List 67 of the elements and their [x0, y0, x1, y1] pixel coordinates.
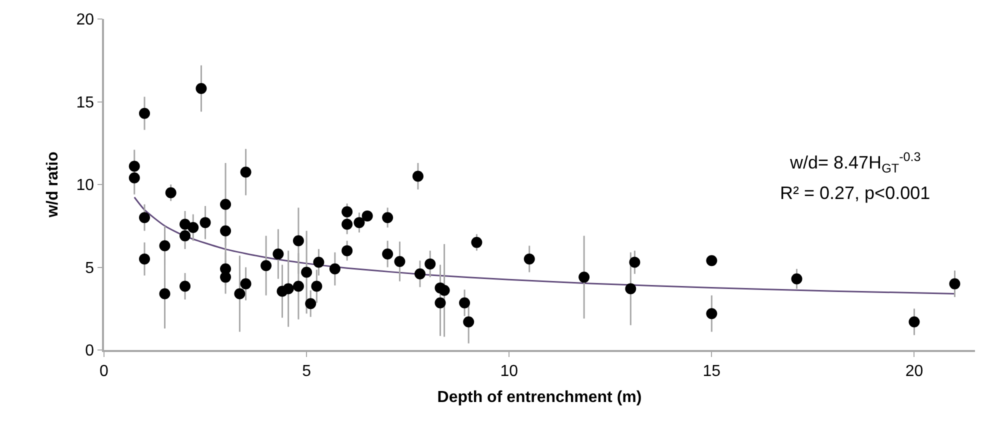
point [424, 258, 436, 270]
point [434, 297, 446, 308]
point [342, 206, 353, 218]
point [362, 210, 373, 222]
x-tick-label: 20 [905, 362, 924, 380]
point [220, 272, 232, 283]
point [282, 283, 294, 294]
point [188, 222, 199, 234]
point [908, 316, 920, 328]
point [159, 288, 170, 300]
point [180, 230, 191, 242]
x-tick-label: 0 [100, 362, 109, 380]
point [240, 166, 252, 178]
point [301, 266, 312, 278]
point [260, 260, 272, 272]
x-tick-label: 10 [500, 362, 518, 380]
point [382, 212, 394, 224]
y-tick-label: 20 [76, 12, 94, 29]
point [394, 256, 406, 267]
point [706, 255, 718, 266]
y-tick-label: 5 [85, 260, 94, 277]
point [438, 284, 450, 296]
point [292, 280, 304, 292]
point [629, 256, 640, 268]
x-axis-title: Depth of entrenchment (m) [437, 389, 642, 406]
point [165, 187, 176, 198]
point [139, 212, 150, 224]
point [949, 278, 960, 290]
y-tick-label: 15 [76, 94, 94, 112]
point [706, 308, 718, 320]
point [329, 263, 340, 274]
point [463, 316, 474, 328]
point [180, 280, 191, 292]
y-tick-label: 10 [76, 177, 94, 194]
annotation: R² = 0.27, p<0.001 [780, 183, 930, 203]
x-tick-label: 5 [302, 362, 312, 380]
point [791, 273, 802, 284]
point [382, 248, 394, 260]
point [200, 217, 211, 228]
point [412, 170, 424, 182]
y-axis-title: w/d ratio [44, 151, 62, 218]
point [139, 108, 150, 119]
point [524, 253, 535, 264]
point [159, 240, 170, 252]
y-tick-label: 0 [85, 342, 94, 360]
point [305, 298, 316, 310]
point [342, 218, 353, 230]
point [342, 245, 353, 256]
point [313, 256, 324, 268]
point [311, 280, 322, 292]
point [196, 83, 207, 94]
point [578, 272, 590, 283]
point [128, 160, 140, 172]
point [459, 297, 470, 308]
point [220, 198, 232, 210]
point [234, 288, 246, 300]
point [272, 248, 284, 260]
point [139, 253, 150, 264]
point [471, 236, 482, 248]
point [625, 283, 636, 294]
point [128, 172, 140, 184]
point [220, 225, 232, 236]
point [240, 278, 252, 290]
x-tick-label: 15 [702, 362, 721, 380]
point [354, 217, 365, 228]
point [414, 268, 426, 280]
point [292, 235, 304, 246]
